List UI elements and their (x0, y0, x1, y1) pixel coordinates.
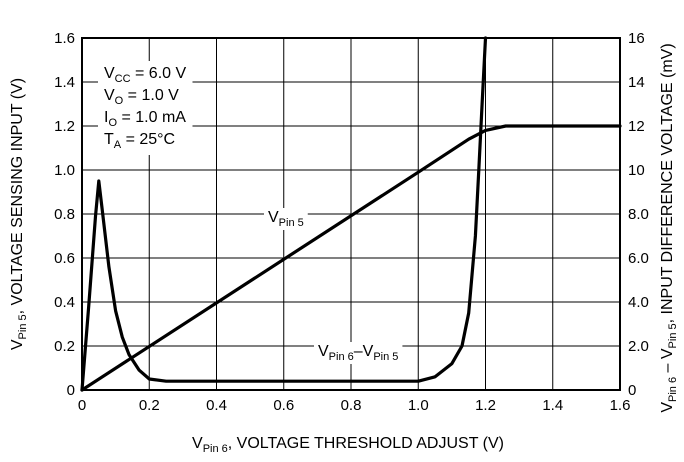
y-axis-title-right: VPin 6 – VPin 5, INPUT DIFFERENCE VOLTAG… (659, 43, 679, 412)
series (80, 36, 622, 392)
y-right-tick-label: 4.0 (628, 294, 649, 311)
tick-labels: 0 0.2 0.4 0.6 0.8 1.0 1.2 1.4 1.600.20.40.60.81.… (54, 30, 649, 414)
x-axis-title: VPin 6, VOLTAGE THRESHOLD ADJUST (V) (192, 435, 504, 455)
plot-frame (81, 37, 621, 391)
series-line-difference (80, 36, 488, 392)
condition-line: IO = 1.0 mA (104, 109, 186, 129)
y-axis-title-left: VPin 5, VOLTAGE SENSING INPUT (V) (9, 78, 29, 350)
x-tick-label: 0 (78, 397, 86, 414)
y-right-tick-label: 16 (628, 30, 645, 47)
series-label-vpin5: VPin 5 (264, 208, 308, 230)
svg-text:VPin 6–VPin 5: VPin 6–VPin 5 (318, 343, 398, 363)
x-tick-label: 1.2 (475, 397, 496, 414)
x-tick-label: 0.2 (139, 397, 160, 414)
x-tick-label: 0.6 (273, 397, 294, 414)
y-right-tick-label: 8.0 (628, 206, 649, 223)
conditions-background (98, 61, 193, 155)
y-right-tick-label: 6.0 (628, 250, 649, 267)
x-tick-label: 1.4 (542, 397, 563, 414)
x-tick-label: 0.8 (341, 397, 362, 414)
y-left-tick-label: 0.2 (54, 338, 75, 355)
svg-text:VPin 5: VPin 5 (268, 209, 304, 229)
y-left-tick-label: 1.6 (54, 30, 75, 47)
y-left-tick-label: 0 (67, 382, 75, 399)
x-tick-label: 0.4 (206, 397, 227, 414)
condition-line: VO = 1.0 V (104, 87, 179, 107)
condition-line: VCC = 6.0 V (104, 65, 186, 85)
y-left-tick-label: 1.4 (54, 74, 75, 91)
condition-line: TA = 25°C (104, 131, 175, 151)
y-right-tick-label: 12 (628, 118, 645, 135)
y-left-tick-label: 0.4 (54, 294, 75, 311)
y-right-tick-label: 2.0 (628, 338, 649, 355)
y-right-tick-label: 14 (628, 74, 645, 91)
series-line-vpin5 (80, 124, 622, 392)
y-left-tick-label: 0.8 (54, 206, 75, 223)
series-label-difference: VPin 6–VPin 5 (314, 342, 403, 364)
y-left-tick-label: 1.0 (54, 162, 75, 179)
y-left-tick-label: 1.2 (54, 118, 75, 135)
y-right-tick-label: 0 (628, 382, 636, 399)
x-tick-label: 1.6 (610, 397, 631, 414)
y-left-tick-label: 0.6 (54, 250, 75, 267)
y-right-tick-label: 10 (628, 162, 645, 179)
x-tick-label: 1.0 (408, 397, 429, 414)
